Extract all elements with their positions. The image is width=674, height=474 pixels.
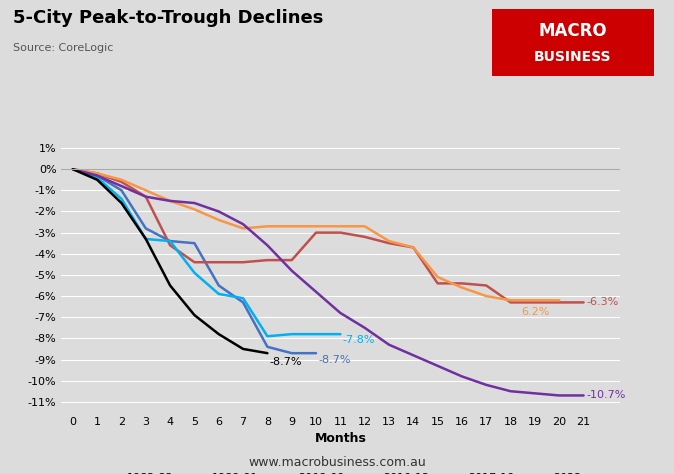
Text: 6.2%: 6.2% — [521, 307, 549, 317]
Text: 5-City Peak-to-Trough Declines: 5-City Peak-to-Trough Declines — [13, 9, 324, 27]
Text: -7.8%: -7.8% — [343, 336, 375, 346]
Text: -8.7%: -8.7% — [270, 356, 303, 366]
Legend: 1982-83, 1989-91, 2008-09, 2010-12, 2017-19, 2022: 1982-83, 1989-91, 2008-09, 2010-12, 2017… — [94, 469, 586, 474]
Text: MACRO: MACRO — [539, 22, 607, 40]
Text: -8.7%: -8.7% — [319, 355, 351, 365]
Text: www.macrobusiness.com.au: www.macrobusiness.com.au — [248, 456, 426, 469]
Text: BUSINESS: BUSINESS — [534, 50, 611, 64]
Text: Source: CoreLogic: Source: CoreLogic — [13, 43, 114, 53]
Text: -10.7%: -10.7% — [586, 391, 625, 401]
X-axis label: Months: Months — [315, 432, 366, 445]
Text: -6.3%: -6.3% — [586, 297, 618, 308]
